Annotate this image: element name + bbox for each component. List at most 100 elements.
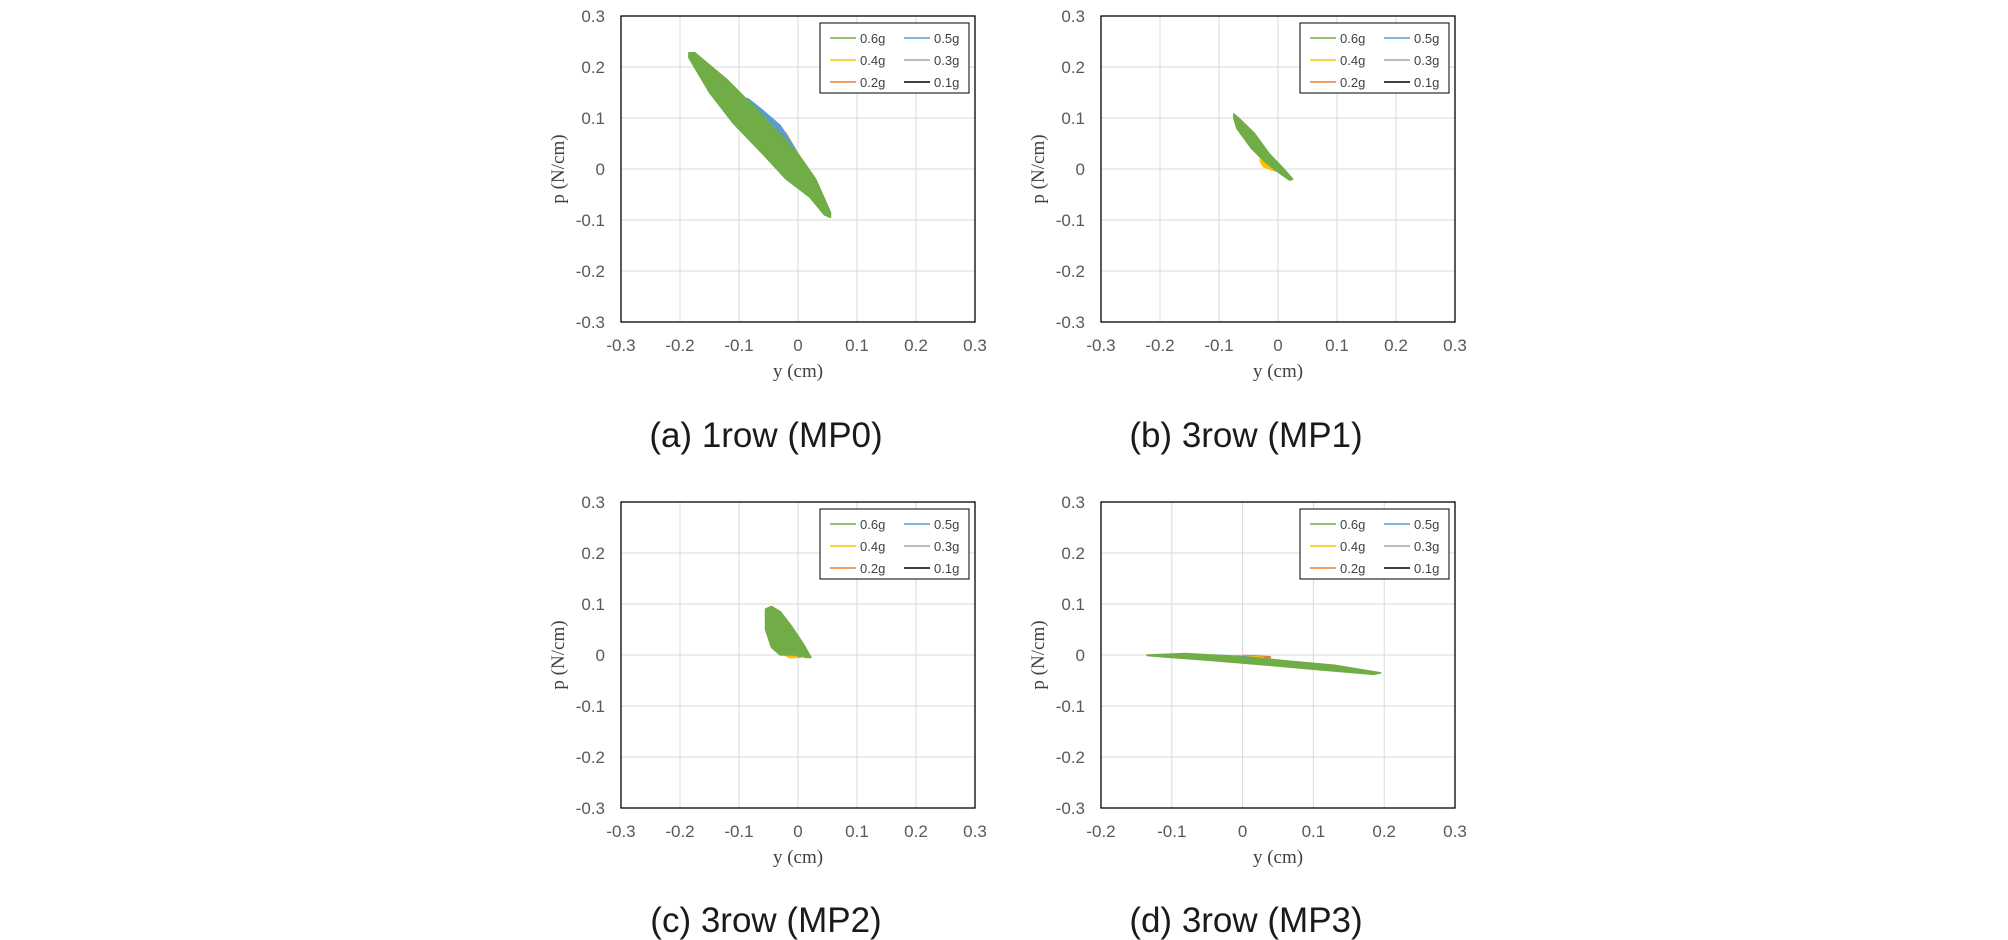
legend-label-0.6g: 0.6g [1340,31,1365,46]
legend-label-0.4g: 0.4g [860,53,885,68]
legend-label-0.5g: 0.5g [1414,31,1439,46]
legend-label-0.6g: 0.6g [860,31,885,46]
x-tick-label: 0.2 [1384,336,1408,355]
legend-label-0.2g: 0.2g [860,75,885,90]
y-tick-label: 0.3 [581,7,605,26]
legend-label-0.3g: 0.3g [934,539,959,554]
legend-label-0.1g: 0.1g [1414,75,1439,90]
legend-label-0.2g: 0.2g [1340,561,1365,576]
series-group [1146,652,1382,676]
x-tick-label: 0.1 [845,822,869,841]
y-tick-label: 0.1 [581,595,605,614]
y-tick-label: 0.2 [581,58,605,77]
legend-label-0.4g: 0.4g [860,539,885,554]
y-tick-label: -0.2 [1056,262,1085,281]
chart-panel-c: -0.3 -0.2 -0.1 0 0.1 0.2 0.3 0.3 0.2 0.1 0 -0.1 -0.2… [548,493,987,940]
y-tick-label: 0.1 [1061,109,1085,128]
plot-area [1100,15,1456,323]
y-tick-label: 0.2 [581,544,605,563]
x-axis-label: y (cm) [1253,361,1303,382]
x-tick-label: 0 [793,822,802,841]
legend-label-0.6g: 0.6g [860,517,885,532]
series-group [1233,113,1294,181]
x-tick-label: -0.1 [1204,336,1233,355]
y-tick-label: 0.3 [1061,7,1085,26]
x-tick-label: 0.1 [845,336,869,355]
y-tick-label: -0.2 [576,262,605,281]
series-group [764,605,812,659]
x-tick-label: 0.3 [1443,822,1467,841]
legend: 0.6g 0.5g 0.4g 0.3g 0.2g 0.1g [1299,22,1450,94]
plot-area [620,15,976,323]
x-tick-label: -0.3 [1086,336,1115,355]
y-tick-label: 0.1 [581,109,605,128]
x-tick-label: 0.1 [1325,336,1349,355]
x-tick-label: -0.2 [665,822,694,841]
y-tick-label: -0.3 [1056,313,1085,332]
legend: 0.6g 0.5g 0.4g 0.3g 0.2g 0.1g [819,508,970,580]
legend-label-0.1g: 0.1g [1414,561,1439,576]
x-tick-label: 0.2 [904,336,928,355]
x-axis-label: y (cm) [773,361,823,382]
x-tick-label: 0 [1238,822,1247,841]
legend: 0.6g 0.5g 0.4g 0.3g 0.2g 0.1g [819,22,970,94]
y-tick-label: -0.1 [576,211,605,230]
panel-caption: (c) 3row (MP2) [650,901,881,940]
legend-label-0.5g: 0.5g [934,31,959,46]
x-tick-label: 0.3 [963,822,987,841]
y-tick-label: -0.2 [1056,748,1085,767]
y-tick-label: 0 [596,160,605,179]
x-tick-label: 0.2 [1372,822,1396,841]
plot-area [1100,501,1456,809]
y-tick-label: 0.3 [581,493,605,512]
legend-label-0.3g: 0.3g [934,53,959,68]
x-tick-label: 0.2 [904,822,928,841]
y-tick-label: -0.3 [576,313,605,332]
legend-label-0.2g: 0.2g [860,561,885,576]
x-tick-label: 0 [793,336,802,355]
chart-panel-d: -0.2 -0.1 0 0.1 0.2 0.30.30.20.10-0.1-0.2-0.3… [1028,493,1467,940]
panel-caption: (d) 3row (MP3) [1129,901,1362,940]
legend-label-0.4g: 0.4g [1340,539,1365,554]
x-tick-label: -0.1 [724,822,753,841]
series-0.6g-loop [764,605,812,659]
series-0.6g-loop [1146,652,1382,676]
y-tick-label: -0.2 [576,748,605,767]
y-tick-label: 0 [1076,160,1085,179]
legend-label-0.1g: 0.1g [934,561,959,576]
series-0.6g-loop [688,51,832,219]
y-tick-label: 0 [596,646,605,665]
y-axis-label: p (N/cm) [548,620,569,689]
legend-label-0.6g: 0.6g [1340,517,1365,532]
plot-area [620,501,976,809]
series-group [688,51,832,219]
x-tick-label: -0.3 [606,336,635,355]
y-axis-label: p (N/cm) [1028,620,1049,689]
y-tick-label: -0.3 [576,799,605,818]
y-axis-label: p (N/cm) [548,134,569,203]
x-tick-label: -0.2 [1086,822,1115,841]
x-axis-label: y (cm) [1253,847,1303,868]
y-tick-label: 0.1 [1061,595,1085,614]
y-tick-label: -0.1 [576,697,605,716]
x-tick-label: -0.3 [606,822,635,841]
x-tick-label: -0.1 [1157,822,1186,841]
y-tick-label: -0.1 [1056,697,1085,716]
legend-label-0.3g: 0.3g [1414,539,1439,554]
x-tick-label: 0.3 [1443,336,1467,355]
x-tick-label: 0.1 [1302,822,1326,841]
x-tick-label: -0.2 [665,336,694,355]
x-axis-label: y (cm) [773,847,823,868]
series-0.6g-loop [1233,113,1294,181]
y-axis-label: p (N/cm) [1028,134,1049,203]
y-tick-label: 0.2 [1061,58,1085,77]
y-tick-label: 0 [1076,646,1085,665]
legend-label-0.1g: 0.1g [934,75,959,90]
legend-label-0.5g: 0.5g [1414,517,1439,532]
legend: 0.6g 0.5g 0.4g 0.3g 0.2g 0.1g [1299,508,1450,580]
x-tick-label: 0.3 [963,336,987,355]
legend-label-0.2g: 0.2g [1340,75,1365,90]
y-tick-label: 0.2 [1061,544,1085,563]
x-tick-label: -0.2 [1145,336,1174,355]
